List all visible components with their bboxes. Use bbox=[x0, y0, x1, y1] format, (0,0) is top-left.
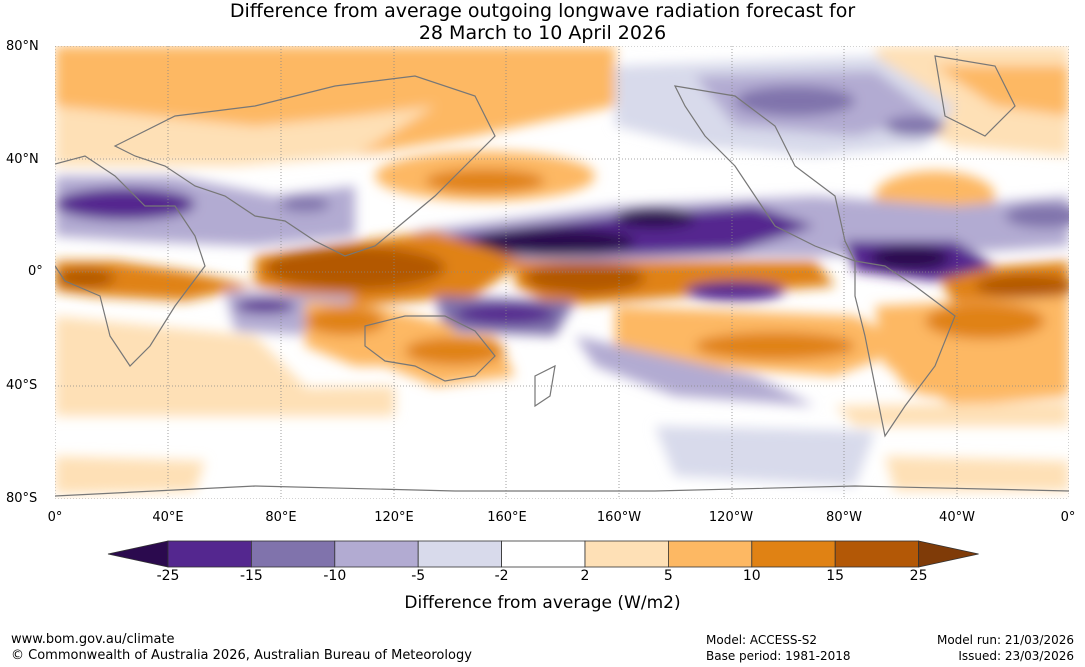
lon-label-120w: 120°W bbox=[708, 510, 754, 525]
colorbar-segment bbox=[834, 540, 920, 568]
footer-website: www.bom.gov.au/climate bbox=[11, 632, 175, 647]
lat-label-80n: 80°N bbox=[6, 39, 39, 54]
colorbar-segment bbox=[417, 540, 503, 568]
colorbar-segment bbox=[751, 540, 836, 568]
lon-label-0-right: 0° bbox=[1060, 510, 1076, 525]
lon-label-80w: 80°W bbox=[826, 510, 862, 525]
colorbar-tick-label: -15 bbox=[239, 568, 263, 584]
colorbar-segment bbox=[250, 540, 336, 568]
footer-issued: Issued: 23/03/2026 bbox=[958, 649, 1074, 663]
colorbar-tick-label: 15 bbox=[826, 568, 845, 584]
lat-label-80s: 80°S bbox=[6, 491, 38, 506]
lat-label-40s: 40°S bbox=[6, 378, 38, 393]
colorbar-segment bbox=[668, 540, 753, 568]
lon-label-40e: 40°E bbox=[152, 510, 184, 525]
lon-label-160w: 160°W bbox=[596, 510, 642, 525]
footer-model: Model: ACCESS-S2 bbox=[706, 633, 818, 647]
colorbar-segment bbox=[584, 540, 669, 568]
colorbar-tick-label: -10 bbox=[323, 568, 347, 584]
footer-base-period: Base period: 1981-2018 bbox=[706, 649, 851, 663]
footer-copyright: © Commonwealth of Australia 2026, Austra… bbox=[11, 648, 472, 663]
anomaly-field bbox=[55, 46, 1069, 494]
colorbar-segment bbox=[918, 540, 979, 568]
coastlines bbox=[55, 55, 1069, 497]
colorbar-tick-label: 25 bbox=[909, 568, 928, 584]
anomaly-map bbox=[55, 46, 1069, 499]
lon-label-120e: 120°E bbox=[374, 510, 414, 525]
colorbar bbox=[107, 540, 979, 568]
colorbar-tick-label: 2 bbox=[580, 568, 590, 584]
colorbar-segment bbox=[501, 540, 586, 568]
chart-title-line1: Difference from average outgoing longwav… bbox=[229, 0, 856, 22]
colorbar-tick-label: -2 bbox=[494, 568, 509, 584]
graticule bbox=[55, 46, 1069, 499]
lon-label-80e: 80°E bbox=[265, 510, 297, 525]
colorbar-segment bbox=[107, 540, 169, 568]
lon-label-0: 0° bbox=[47, 510, 63, 525]
lat-label-0: 0° bbox=[28, 264, 43, 279]
colorbar-label: Difference from average (W/m2) bbox=[404, 593, 681, 613]
colorbar-segment bbox=[334, 540, 419, 568]
colorbar-tick-label: -25 bbox=[156, 568, 180, 584]
chart-title-line2: 28 March to 10 April 2026 bbox=[418, 22, 667, 44]
colorbar-segment bbox=[167, 540, 252, 568]
colorbar-tick-label: 10 bbox=[742, 568, 761, 584]
lon-label-160e: 160°E bbox=[487, 510, 527, 525]
colorbar-tick-label: -5 bbox=[411, 568, 426, 584]
footer-model-run: Model run: 21/03/2026 bbox=[936, 633, 1074, 647]
lon-label-40w: 40°W bbox=[939, 510, 975, 525]
colorbar-tick-label: 5 bbox=[663, 568, 673, 584]
lat-label-40n: 40°N bbox=[6, 152, 39, 167]
